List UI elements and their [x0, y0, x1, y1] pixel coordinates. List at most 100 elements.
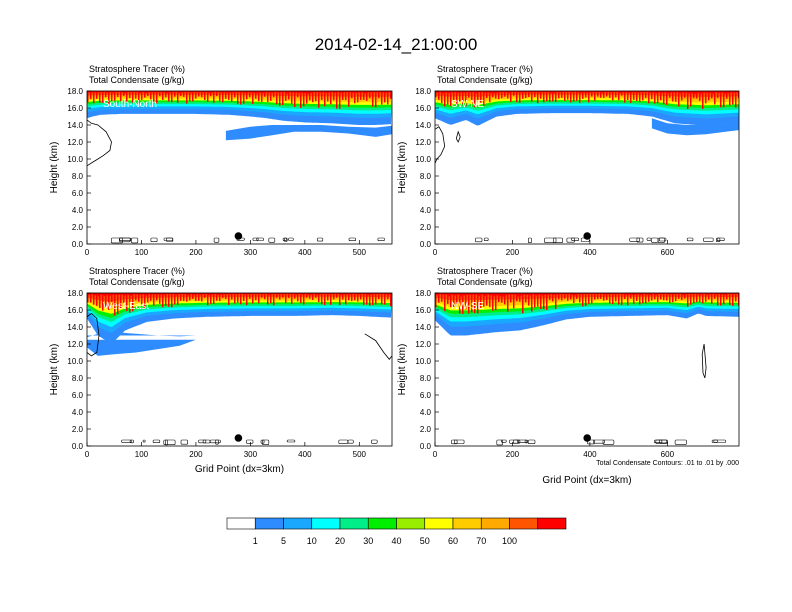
tracer-spike: [270, 91, 272, 101]
x-tick-label: 100: [135, 248, 149, 257]
tracer-spike: [306, 293, 308, 298]
tracer-spike: [255, 293, 257, 301]
tracer-spike: [735, 91, 737, 108]
tracer-spike: [153, 91, 155, 103]
y-tick-label: 0.0: [72, 240, 84, 249]
tracer-spike: [636, 293, 638, 301]
tracer-spike: [189, 293, 191, 301]
y-tick-label: 8.0: [420, 172, 432, 181]
tracer-spike: [210, 293, 212, 304]
tracer-spike: [330, 293, 332, 305]
tracer-spike: [261, 293, 263, 298]
surface-contour: [553, 237, 563, 243]
tracer-spike: [174, 91, 176, 97]
y-tick-label: 10.0: [415, 155, 431, 164]
tracer-spike: [303, 293, 305, 305]
tracer-spike: [585, 293, 587, 306]
tracer-spike: [510, 91, 512, 102]
tracer-spike: [258, 293, 260, 304]
tracer-spike: [168, 91, 170, 102]
top-label: Stratosphere Tracer (%): [437, 64, 533, 74]
tracer-spike: [321, 293, 323, 305]
surface-contour: [282, 237, 287, 242]
tracer-spike: [342, 91, 344, 100]
plot-area: [435, 91, 739, 244]
y-axis-label: Height (km): [397, 142, 408, 194]
tracer-spike: [543, 293, 545, 310]
tracer-spike: [567, 91, 569, 100]
tracer-spike: [387, 293, 389, 300]
tracer-spike: [660, 91, 662, 101]
colorbar-swatch: [254, 517, 284, 530]
tracer-spike: [552, 293, 554, 302]
x-tick-label: 300: [244, 248, 258, 257]
colorbar-swatch: [509, 517, 539, 530]
tracer-spike: [666, 293, 668, 301]
tracer-spike: [276, 91, 278, 105]
tracer-spike: [132, 91, 134, 103]
tracer-spike: [495, 91, 497, 99]
surface-contour: [246, 439, 254, 444]
tracer-spike: [285, 293, 287, 303]
tracer-spike: [327, 293, 329, 301]
colorbar-swatch: [226, 517, 256, 530]
colorbar-swatch: [311, 517, 341, 530]
y-tick-label: 12.0: [67, 340, 83, 349]
tracer-spike: [99, 293, 101, 308]
tracer-spike: [363, 91, 365, 100]
tracer-spike: [474, 293, 476, 314]
tracer-spike: [252, 293, 254, 304]
tracer-spike: [723, 91, 725, 108]
tracer-spike: [87, 91, 89, 103]
y-axis-label: Height (km): [49, 142, 60, 194]
tracer-spike: [255, 91, 257, 99]
tracer-spike: [303, 91, 305, 107]
x-tick-label: 600: [661, 248, 675, 257]
x-tick-label: 0: [85, 450, 90, 459]
tracer-spike: [339, 293, 341, 305]
tracer-spike: [111, 293, 113, 305]
tracer-spike: [636, 91, 638, 101]
tracer-spike: [141, 293, 143, 305]
y-tick-label: 18.0: [67, 87, 83, 96]
y-tick-label: 4.0: [420, 206, 432, 215]
tracer-spike: [324, 91, 326, 107]
tracer-spike: [519, 91, 521, 103]
tracer-spike: [279, 293, 281, 300]
x-tick-label: 500: [353, 450, 367, 459]
tracer-spike: [216, 293, 218, 301]
colorbar-label: 10: [307, 536, 317, 546]
tracer-spike: [708, 91, 710, 101]
y-tick-label: 16.0: [415, 104, 431, 113]
y-tick-label: 0.0: [420, 240, 432, 249]
surface-contour: [163, 237, 173, 241]
tracer-spike: [648, 91, 650, 104]
tracer-spike: [627, 91, 629, 100]
low-tracer-patch: [87, 332, 196, 356]
tracer-spike: [600, 91, 602, 98]
tracer-spike: [558, 293, 560, 300]
x-tick-label: 400: [298, 450, 312, 459]
surface-contour: [150, 237, 158, 243]
tracer-spike: [282, 293, 284, 298]
tracer-spike: [612, 293, 614, 305]
tracer-spike: [624, 293, 626, 299]
tracer-spike: [369, 91, 371, 99]
plot-frame: [434, 292, 740, 447]
tracer-spike: [96, 293, 98, 306]
tracer-spike: [219, 91, 221, 102]
tracer-spike: [462, 91, 464, 105]
x-tick-label: 200: [189, 450, 203, 459]
surface-contour: [286, 439, 296, 443]
y-tick-label: 4.0: [72, 206, 84, 215]
surface-contour: [119, 237, 132, 242]
surface-contour: [165, 439, 168, 446]
tracer-spike: [645, 293, 647, 304]
tracer-spike: [513, 293, 515, 309]
tracer-spike: [147, 91, 149, 96]
tracer-spike: [438, 293, 440, 303]
tracer-spike: [666, 91, 668, 105]
tracer-spike: [282, 91, 284, 105]
surface-contour: [571, 237, 579, 241]
tracer-spike: [693, 91, 695, 99]
